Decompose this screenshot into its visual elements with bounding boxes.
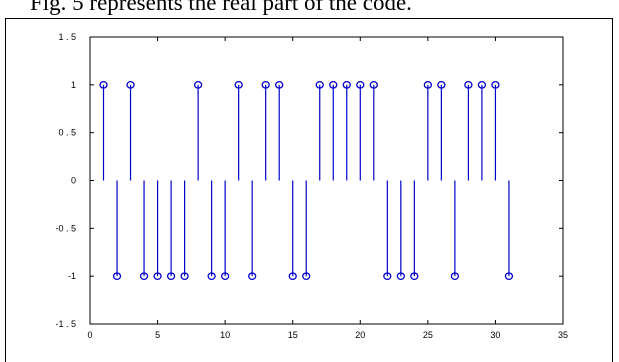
y-tick-label: 0 . 5 bbox=[58, 128, 76, 138]
stem-marker bbox=[248, 272, 257, 281]
x-tick-label: 0 bbox=[87, 330, 92, 340]
stem-marker bbox=[139, 272, 149, 281]
stem-marker bbox=[302, 272, 311, 281]
y-tick-label: 1 bbox=[71, 80, 76, 90]
x-tick-label: 15 bbox=[288, 330, 298, 340]
stem-marker bbox=[207, 272, 216, 281]
stem-marker bbox=[112, 272, 122, 281]
figure-frame bbox=[5, 18, 613, 362]
stem-marker bbox=[423, 80, 433, 89]
stem-marker bbox=[220, 272, 230, 281]
stem-marker bbox=[410, 272, 419, 281]
stem-marker bbox=[396, 272, 405, 281]
y-tick-label: -0 . 5 bbox=[55, 223, 76, 233]
stem-marker bbox=[193, 80, 203, 89]
stem-marker bbox=[153, 272, 162, 281]
stem-marker bbox=[437, 80, 446, 89]
stem-marker bbox=[356, 80, 365, 89]
x-tick-label: 20 bbox=[355, 330, 365, 340]
stem-marker bbox=[450, 272, 460, 281]
stem-marker bbox=[329, 80, 338, 89]
y-tick-label: 1 . 5 bbox=[58, 32, 76, 42]
stem-marker bbox=[275, 80, 284, 89]
plot-area-border bbox=[89, 36, 564, 325]
x-tick-label: 10 bbox=[220, 330, 230, 340]
x-tick-label: 35 bbox=[558, 330, 568, 340]
stem-marker bbox=[464, 80, 473, 89]
x-tick-label: 5 bbox=[155, 330, 160, 340]
stem-marker bbox=[369, 80, 378, 89]
stem-marker bbox=[234, 80, 243, 89]
stem-marker bbox=[342, 80, 351, 89]
stem-marker bbox=[180, 272, 189, 281]
y-tick-label: -1 . 5 bbox=[55, 319, 76, 329]
stem-marker bbox=[491, 80, 500, 89]
stem-marker bbox=[126, 80, 135, 89]
stem-marker bbox=[383, 272, 392, 281]
y-tick-label: 0 bbox=[71, 176, 76, 186]
x-tick-label: 30 bbox=[490, 330, 500, 340]
stem-marker bbox=[99, 80, 108, 89]
stem-marker bbox=[288, 272, 297, 281]
figure-caption: Fig. 5 represents the real part of the c… bbox=[30, 0, 412, 15]
stem-marker bbox=[166, 272, 176, 281]
stem-marker bbox=[261, 80, 270, 89]
y-tick-label: -1 bbox=[68, 271, 76, 281]
stem-marker bbox=[477, 80, 487, 89]
x-tick-label: 25 bbox=[423, 330, 433, 340]
stem-marker bbox=[504, 272, 514, 281]
stem-marker bbox=[315, 80, 324, 89]
